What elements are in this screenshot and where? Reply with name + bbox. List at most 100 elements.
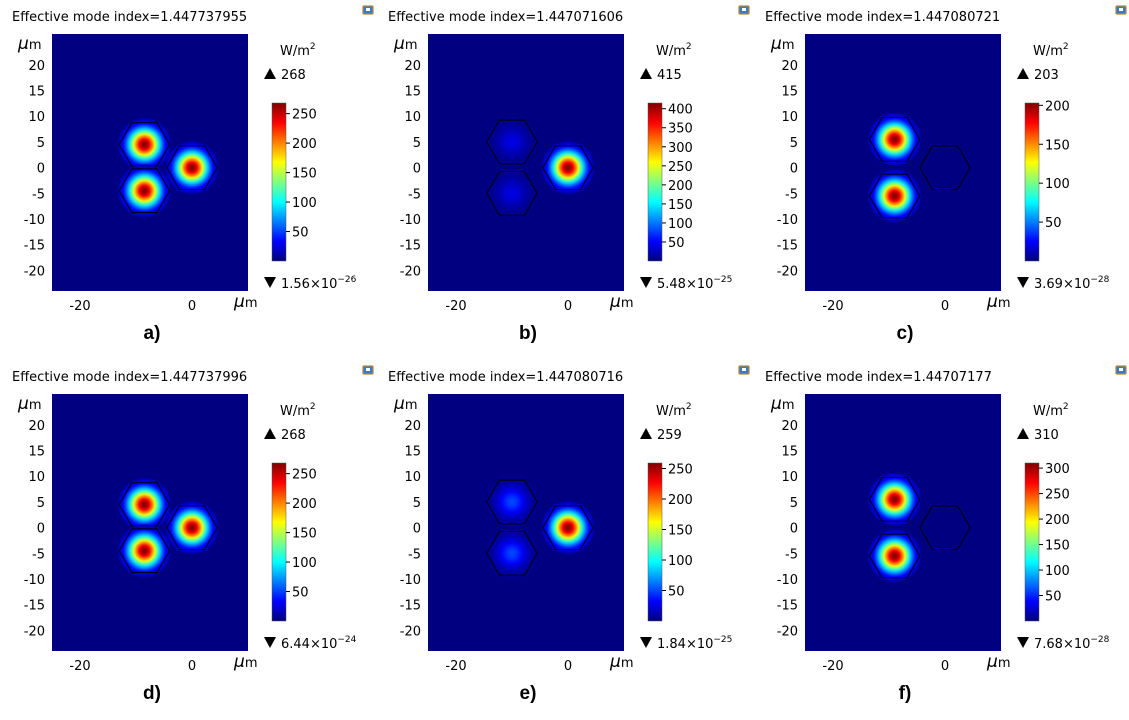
field-spot [868, 169, 922, 223]
y-axis-unit: μm [770, 34, 795, 54]
y-tick-label: -20 [24, 624, 45, 639]
y-tick-label: 15 [28, 445, 45, 460]
plot-title: Effective mode index=1.447080716 [388, 370, 623, 385]
y-tick-label: 5 [413, 136, 421, 151]
plot-title: Effective mode index=1.447080721 [765, 10, 1000, 25]
field-unit-label: W/m2 [656, 402, 692, 419]
y-tick-label: -10 [400, 573, 421, 588]
y-tick-label: -5 [32, 187, 45, 202]
colorbar-tick-label: 250 [292, 468, 317, 483]
core-outline [919, 145, 971, 190]
comsol-window-icon [1115, 5, 1127, 15]
colorbar-tick-label: 150 [292, 527, 317, 542]
plot-title: Effective mode index=1.44707177 [765, 370, 992, 385]
x-axis-unit: μm [609, 652, 634, 672]
y-tick-label: 0 [790, 522, 798, 537]
field-spot [868, 472, 922, 526]
y-tick-label: 0 [413, 522, 421, 537]
x-axis-unit: μm [986, 292, 1011, 312]
colorbar-tick-label: 50 [1045, 216, 1062, 231]
plot-title: Effective mode index=1.447737955 [12, 10, 247, 25]
field-spot [165, 141, 219, 195]
field-spot [485, 526, 539, 580]
core-outline [166, 505, 218, 550]
field-spot [485, 475, 539, 529]
colorbar-tick-label: 250 [1045, 488, 1070, 503]
x-tick-label: 0 [188, 299, 196, 314]
y-tick-label: 10 [28, 470, 45, 485]
panel-caption: b) [519, 323, 537, 344]
y-tick-label: -20 [400, 264, 421, 279]
y-tick-label: -10 [777, 213, 798, 228]
chart-svg: Effective mode index=1.447080721 μm 20 15 10… [765, 5, 1127, 344]
y-tick-label: 15 [404, 85, 421, 100]
x-tick-label: -20 [69, 299, 90, 314]
min-value-label: 5.48×10−25 [657, 275, 732, 292]
y-tick-label: 15 [781, 445, 798, 460]
colorbar-tick-label: 250 [668, 462, 693, 477]
y-tick-label: 20 [404, 59, 421, 74]
x-tick-label: -20 [822, 659, 843, 674]
y-tick-label: -10 [24, 573, 45, 588]
y-tick-label: -5 [408, 547, 421, 562]
max-value-label: 259 [657, 428, 682, 443]
colorbar [647, 102, 663, 262]
y-tick-label: -20 [24, 264, 45, 279]
y-tick-label: -5 [408, 187, 421, 202]
min-triangle-icon [640, 637, 652, 648]
colorbar-tick-label: 50 [668, 584, 685, 599]
colorbar-tick-label: 400 [668, 103, 693, 118]
colorbar-tick-label: 200 [1045, 99, 1070, 114]
field-spot [117, 478, 171, 531]
core-outline [118, 482, 171, 527]
colorbar-tick-label: 350 [668, 122, 693, 137]
colorbar [1024, 102, 1040, 262]
field-spot [485, 115, 539, 169]
figure-panel-c: Effective mode index=1.447080721 μm 20 15 10… [753, 0, 1129, 360]
figure-panel-b: Effective mode index=1.447071606 μm 20 15 10… [376, 0, 752, 360]
colorbar-tick-label: 100 [292, 196, 317, 211]
y-tick-label: 5 [37, 136, 45, 151]
y-tick-label: 10 [404, 470, 421, 485]
chart-svg: Effective mode index=1.447071606 μm 20 15 10… [388, 5, 750, 344]
y-tick-label: 0 [413, 162, 421, 177]
chart-svg: Effective mode index=1.447737996 μm 20 15 10… [12, 365, 374, 704]
core-outline [118, 168, 171, 214]
x-tick-label: -20 [69, 659, 90, 674]
y-axis-unit: μm [393, 394, 418, 414]
colorbar-tick-label: 50 [668, 236, 685, 251]
core-outline [868, 117, 921, 162]
y-tick-label: 0 [37, 522, 45, 537]
colorbar-tick-label: 200 [668, 493, 693, 508]
y-tick-label: -5 [32, 547, 45, 562]
core-outline [868, 477, 921, 522]
colorbar-tick-label: 100 [668, 554, 693, 569]
y-axis-unit: μm [17, 394, 42, 414]
min-triangle-icon [640, 277, 652, 288]
max-value-label: 310 [1034, 428, 1059, 443]
x-tick-label: -20 [822, 299, 843, 314]
x-tick-label: 0 [941, 299, 949, 314]
y-tick-label: -10 [400, 213, 421, 228]
y-tick-label: -10 [24, 213, 45, 228]
y-tick-label: 0 [790, 162, 798, 177]
colorbar [271, 102, 287, 262]
field-spot [868, 112, 922, 166]
comsol-window-icon [738, 5, 750, 15]
x-tick-label: 0 [564, 659, 572, 674]
field-spot [541, 501, 595, 555]
colorbar-tick-label: 150 [1045, 138, 1070, 153]
min-value-label: 7.68×10−28 [1034, 635, 1110, 652]
field-spot [165, 501, 219, 555]
comsol-window-icon [362, 365, 374, 375]
max-triangle-icon [1017, 428, 1029, 439]
y-tick-label: -5 [785, 187, 798, 202]
y-tick-label: -15 [777, 599, 798, 614]
comsol-window-icon [738, 365, 750, 375]
field-unit-label: W/m2 [656, 42, 692, 59]
max-triangle-icon [1017, 68, 1029, 79]
max-value-label: 203 [1034, 68, 1059, 83]
x-tick-label: 0 [564, 299, 572, 314]
field-spot [868, 529, 922, 583]
core-outline [486, 479, 538, 525]
